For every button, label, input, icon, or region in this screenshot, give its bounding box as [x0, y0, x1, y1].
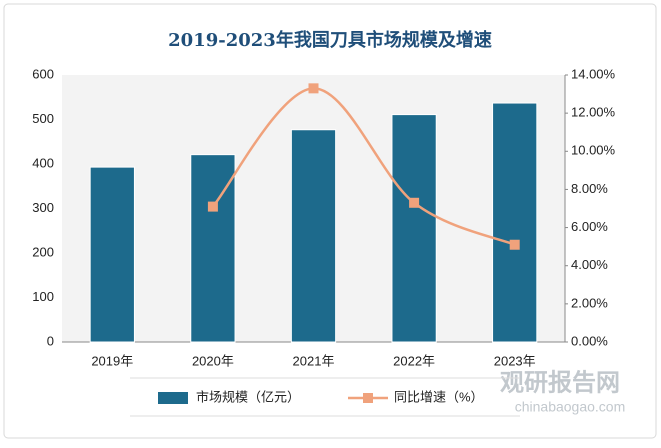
y2-tick-label: 12.00%: [571, 105, 616, 120]
line-marker: [509, 239, 520, 250]
line-marker: [308, 83, 319, 94]
y-tick-label: 600: [32, 66, 54, 81]
line: [211, 87, 516, 246]
y2-tick-label: 10.00%: [571, 143, 616, 158]
y-tick-label: 400: [32, 155, 54, 170]
chart-title: 2019-2023年我国刀具市场规模及增速: [168, 29, 492, 51]
legend-swatch: [158, 392, 188, 404]
bar: [492, 102, 538, 343]
y2-tick-label: 6.00%: [571, 219, 608, 234]
y-tick-label: 500: [32, 111, 54, 126]
legend-label: 市场规模（亿元）: [196, 389, 300, 404]
watermark-name: 观研报告网: [500, 369, 620, 396]
y2-tick-label: 14.00%: [571, 66, 616, 81]
legend-swatch: [363, 393, 373, 403]
y-tick-label: 0: [47, 333, 54, 348]
legend-label: 同比增速（%）: [394, 389, 484, 404]
x-tick-label: 2023年: [494, 353, 536, 368]
bar: [391, 114, 437, 343]
y2-tick-label: 8.00%: [571, 181, 608, 196]
line-marker: [409, 197, 420, 208]
y-tick-label: 100: [32, 289, 54, 304]
bar: [89, 166, 135, 343]
y2-tick-label: 2.00%: [571, 295, 608, 310]
x-tick-label: 2022年: [393, 353, 435, 368]
y-tick-label: 300: [32, 200, 54, 215]
y-tick-label: 200: [32, 244, 54, 259]
x-tick-label: 2019年: [91, 353, 133, 368]
watermark-url: chinabaogao.com: [515, 399, 626, 415]
y2-tick-label: 4.00%: [571, 257, 608, 272]
line-marker: [207, 201, 218, 212]
bar: [290, 129, 337, 343]
x-tick-label: 2021年: [293, 353, 335, 368]
y2-tick-label: 0.00%: [571, 333, 608, 348]
x-tick-label: 2020年: [192, 353, 234, 368]
